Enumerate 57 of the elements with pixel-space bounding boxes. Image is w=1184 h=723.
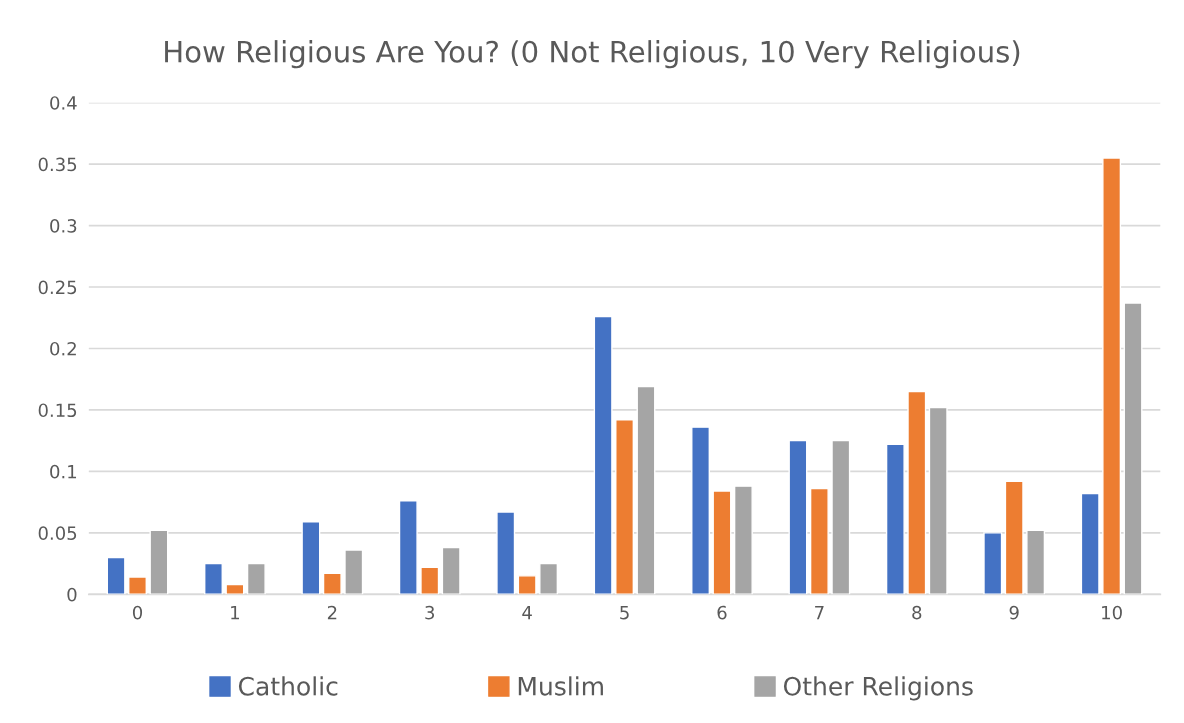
bar [636, 385, 656, 595]
y-tick-label: 0.3 [50, 219, 77, 233]
x-tick-label: 8 [912, 605, 922, 620]
bar [128, 576, 147, 595]
bar [344, 549, 364, 595]
bar [225, 583, 245, 595]
x-tick-label: 5 [620, 605, 629, 620]
bar [615, 419, 635, 595]
legend-label: Muslim [518, 676, 603, 696]
legend-label: Other Religions [783, 676, 973, 701]
bar [106, 556, 126, 595]
bar [983, 532, 1003, 595]
bar [788, 439, 808, 595]
y-tick-label: 0.15 [38, 403, 77, 418]
bar [1102, 157, 1122, 595]
y-tick-label: 0 [67, 587, 77, 602]
bar [149, 529, 169, 595]
x-tick-label: 3 [425, 605, 435, 620]
bar [398, 500, 418, 595]
bar [517, 575, 537, 595]
x-tick-label: 4 [522, 605, 532, 620]
chart-title: How Religious Are You? (0 Not Religious, 10 Very Religious) [165, 40, 1020, 69]
bar [322, 572, 342, 595]
bar [441, 546, 461, 595]
y-tick-label: 0.05 [38, 526, 77, 540]
x-tick-label: 7 [815, 605, 824, 620]
legend-label: Catholic [238, 676, 338, 696]
bar [733, 485, 753, 595]
y-tick-label: 0.25 [38, 280, 77, 295]
bar [420, 566, 440, 595]
x-tick-label: 0 [132, 605, 143, 620]
bar [928, 406, 948, 595]
x-tick-label: 1 [231, 605, 239, 620]
x-tick-label: 2 [327, 605, 337, 620]
bar [593, 315, 613, 595]
bar [496, 511, 516, 595]
bar [1080, 492, 1100, 595]
x-tick-label: 6 [717, 605, 727, 620]
bar [907, 390, 927, 595]
x-tick-label: 9 [1009, 605, 1019, 620]
bar [1004, 480, 1024, 595]
bar [301, 521, 321, 595]
y-tick-label: 0.2 [50, 341, 76, 356]
bar [204, 562, 223, 595]
x-tick-label: 10 [1102, 605, 1122, 620]
bar [1026, 529, 1046, 595]
bar [809, 487, 829, 595]
y-tick-label: 0.4 [50, 96, 77, 110]
bar [246, 562, 266, 595]
y-tick-label: 0.1 [50, 464, 77, 479]
y-tick-label: 0.35 [38, 157, 77, 172]
bar [885, 443, 905, 595]
bar [712, 490, 732, 595]
bar [1123, 302, 1143, 595]
bar [691, 426, 711, 595]
bar [539, 562, 559, 595]
bar [831, 439, 851, 595]
